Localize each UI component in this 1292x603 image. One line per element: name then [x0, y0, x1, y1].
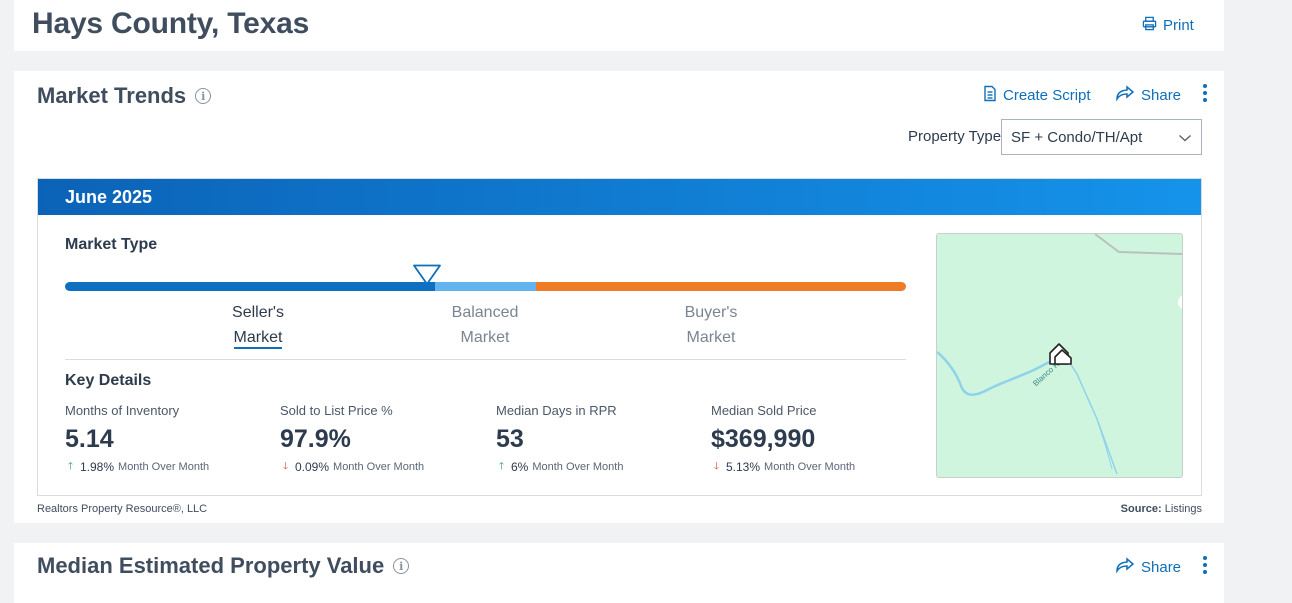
stat-change-period: Month Over Month — [118, 461, 210, 473]
header-card: Hays County, Texas Print — [14, 0, 1224, 51]
market-trends-card: Market Trends i Create Script Share Prop… — [14, 71, 1224, 523]
buyer-market-line1: Buyer's — [684, 304, 738, 321]
seller-market-line1: Seller's — [232, 304, 284, 321]
stat-value: 97.9% — [280, 425, 351, 453]
stat-change-period: Month Over Month — [532, 461, 624, 473]
share-button[interactable]: Share — [1115, 557, 1181, 577]
stat-change-value: 5.13% — [726, 460, 761, 474]
document-icon — [983, 85, 997, 106]
stat-change: 🡑 1.98% Month Over Month — [65, 460, 275, 474]
arrow-up-icon: 🡑 — [67, 461, 74, 472]
stat-label: Months of Inventory — [65, 403, 180, 418]
kebab-menu-icon[interactable] — [1202, 84, 1208, 102]
stat-months-inventory: Months of Inventory 5.14 🡑 1.98% Month O… — [65, 403, 275, 474]
info-icon[interactable]: i — [393, 558, 410, 574]
median-value-title: Median Estimated Property Value i — [37, 553, 410, 579]
property-type-value: SF + Condo/TH/Apt — [1011, 129, 1143, 146]
stat-change-value: 6% — [511, 460, 529, 474]
balanced-market-line1: Balanced — [451, 304, 519, 321]
stat-change-period: Month Over Month — [764, 461, 856, 473]
footer-source: Source: Listings — [1121, 503, 1202, 515]
stat-value: 53 — [496, 425, 524, 453]
print-button[interactable]: Print — [1142, 16, 1194, 35]
create-script-label: Create Script — [1003, 87, 1091, 104]
stat-change: 🡓 5.13% Month Over Month — [711, 460, 921, 474]
market-panel: June 2025 Market Type Seller's Market Ba… — [37, 178, 1202, 496]
share-icon — [1115, 85, 1135, 105]
seller-market-label: Seller's Market — [203, 300, 313, 350]
stat-change-value: 1.98% — [80, 460, 115, 474]
stat-change: 🡓 0.09% Month Over Month — [280, 460, 490, 474]
property-type-label: Property Type — [908, 128, 1002, 145]
buyer-market-line2: Market — [686, 329, 736, 346]
share-button[interactable]: Share — [1115, 85, 1181, 105]
balanced-market-label: Balanced Market — [430, 300, 540, 350]
market-trends-title: Market Trends i — [37, 83, 212, 109]
market-indicator-icon — [412, 264, 442, 291]
stat-median-days: Median Days in RPR 53 🡑 6% Month Over Mo… — [496, 403, 706, 474]
seller-market-bar — [65, 282, 435, 291]
share-label: Share — [1141, 558, 1182, 576]
kebab-menu-icon[interactable] — [1202, 556, 1208, 574]
buyer-market-bar — [536, 282, 906, 291]
arrow-down-icon: 🡓 — [713, 461, 720, 472]
stat-sold-to-list: Sold to List Price % 97.9% 🡓 0.09% Month… — [280, 403, 490, 474]
page-title: Hays County, Texas — [32, 7, 310, 40]
stat-value: $369,990 — [711, 425, 816, 453]
balanced-market-line2: Market — [460, 329, 510, 346]
area-map[interactable]: Blanco River — [936, 233, 1183, 478]
key-details-label: Key Details — [65, 372, 152, 389]
printer-icon — [1142, 16, 1157, 35]
stat-change-period: Month Over Month — [333, 461, 425, 473]
footer-source-label: Source: — [1120, 503, 1162, 515]
arrow-up-icon: 🡑 — [498, 461, 505, 472]
period-header: June 2025 — [38, 179, 1201, 215]
market-trends-title-text: Market Trends — [37, 83, 187, 108]
stat-median-sold-price: Median Sold Price $369,990 🡓 5.13% Month… — [711, 403, 921, 474]
stat-change: 🡑 6% Month Over Month — [496, 460, 706, 474]
median-value-title-text: Median Estimated Property Value — [37, 553, 385, 578]
property-type-select[interactable]: SF + Condo/TH/Apt — [1001, 119, 1202, 155]
divider — [65, 359, 906, 360]
stat-change-value: 0.09% — [295, 460, 330, 474]
home-marker-icon[interactable] — [1049, 343, 1072, 365]
print-label: Print — [1163, 17, 1194, 34]
market-type-label: Market Type — [65, 236, 158, 253]
seller-market-line2: Market — [233, 329, 283, 349]
arrow-down-icon: 🡓 — [282, 461, 289, 472]
create-script-button[interactable]: Create Script — [983, 85, 1091, 106]
stat-label: Median Days in RPR — [496, 403, 617, 418]
stat-value: 5.14 — [65, 425, 114, 453]
footer-source-value: Listings — [1164, 503, 1202, 515]
buyer-market-label: Buyer's Market — [656, 300, 766, 350]
balanced-market-bar — [435, 282, 536, 291]
share-icon — [1115, 557, 1135, 577]
share-label: Share — [1141, 86, 1182, 104]
footer-attribution: Realtors Property Resource®, LLC — [37, 503, 208, 515]
median-value-card: Median Estimated Property Value i Share — [14, 543, 1224, 603]
stat-label: Median Sold Price — [711, 403, 817, 418]
info-icon[interactable]: i — [195, 88, 212, 104]
stat-label: Sold to List Price % — [280, 403, 393, 418]
chevron-down-icon — [1178, 130, 1192, 147]
